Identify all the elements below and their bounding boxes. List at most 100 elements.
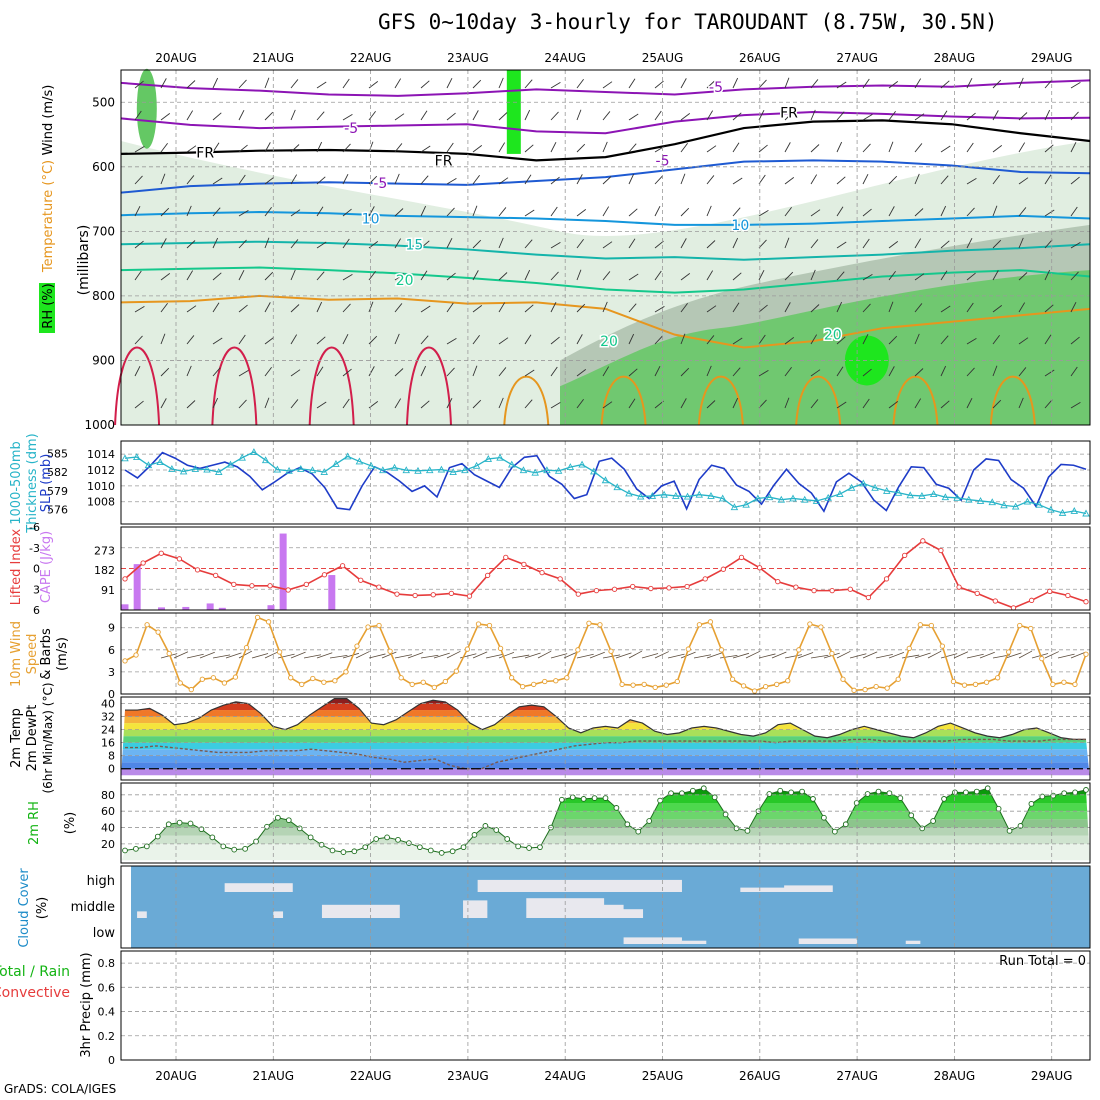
contour-label: 20 [824,328,842,344]
wind-barb [1044,399,1053,409]
thickness-series-point [507,460,516,468]
wind-barb [394,173,400,185]
wind-barb [238,369,249,377]
rh-series-point [285,817,292,824]
wind-barb [914,173,920,185]
contour-label: -5 [709,80,723,96]
wind-barb [992,79,1002,89]
wind-barb [1018,77,1024,89]
wind-barb [706,365,712,377]
wind-barb [992,365,998,377]
wind-barb [290,334,298,345]
lifted-series-point [775,578,781,585]
wind-barb [992,270,999,281]
thickness-series-point [847,483,856,491]
rh-series-point [984,785,991,792]
wind-speed-series-point [144,622,150,628]
millibars-axis-label: (millibars) [76,225,92,296]
wind-barb [914,143,923,153]
cloud-cover-block [463,900,488,918]
wind-barb [472,79,482,89]
wind-speed-series-point [674,678,680,685]
lifted-series-point [358,577,364,583]
lifted-series-point [376,584,382,590]
temp-tick-label: 0 [108,763,115,776]
rh-series-point [668,790,674,797]
rh-series-point [908,812,915,819]
wind-barb [316,271,325,281]
precip-tick-label: 0 [108,1054,115,1067]
surface-wind-barb [498,652,515,659]
wind-barb [290,369,301,377]
rh-series-point [569,794,576,801]
wind-barb [784,237,790,249]
wind-tick-label: 3 [108,666,115,679]
cloud-frame [120,865,1091,949]
rh-series-point [635,828,642,835]
wind-barb [498,302,506,313]
surface-wind-barb [849,653,867,659]
bottom-date-label: 21AUG [253,1069,295,1083]
surface-wind-barb [680,651,696,659]
wind-barb [316,241,327,249]
wind-barb [576,398,584,409]
cloud-cover-block [784,885,833,892]
thickness-series-point [261,456,270,464]
thickness-series-point [636,492,645,500]
wind-barb [654,80,664,89]
thickness-series-point [226,460,235,468]
wind-barb [966,397,973,409]
rh-series-point [242,845,248,852]
wind-barb [212,207,221,217]
wind-barb [680,207,690,217]
wind-barb [732,237,739,249]
surface-wind-barb [1005,652,1022,659]
wind-barb [290,269,296,281]
lifted-series-point [956,584,962,590]
rh-color-key [39,283,55,333]
wind-speed-series-point [663,682,669,688]
wind-barb [680,273,691,281]
rh-series-point [154,833,161,840]
wind-barb [628,208,638,217]
thickness-series-point [238,453,246,461]
wind-barb [836,206,844,217]
lifted-series-point [521,561,527,567]
precip-tick-label: 0.8 [98,957,116,970]
cloud-cover-block [565,904,624,918]
contour-minus5-upper [120,79,1091,97]
wind-barb [264,177,275,185]
wind-barb [264,142,271,153]
wind-barb [472,110,479,121]
wind-barb [316,366,324,377]
wind-barb [342,113,353,121]
wind-barb [290,209,301,217]
wind-barb [888,366,895,377]
wind-barb [1018,237,1024,249]
cloud-cover-label: Cloud Cover [17,868,32,948]
surface-wind-barb [758,653,776,659]
thickness-series-point [566,463,575,471]
wind-speed-series-point [453,668,460,674]
wind-barb [862,238,870,249]
wind-barb [264,397,270,409]
wind-barb [134,175,143,185]
rh-series-point [438,850,445,856]
lifted-series-point [847,586,853,592]
wind-barb [862,173,869,185]
thickness-series-point [601,476,610,484]
thickness-series-point [308,466,317,474]
wind-speed-series-point [310,675,316,682]
wind-barb [368,110,376,121]
wind-barb [810,239,819,249]
wind-barb [914,238,922,249]
lifted-series-point [865,594,872,601]
cloud-cover-block [740,887,799,892]
wind-barb [966,302,974,313]
thickness-series-point [1023,497,1032,505]
chart-title: GFS 0~10day 3-hourly for TAROUDANT (8.75… [378,10,998,34]
rh-series-point [591,795,598,801]
thickness-tick-label: 582 [47,466,68,479]
wind-barb [160,238,167,249]
rh-series-point [744,827,751,834]
